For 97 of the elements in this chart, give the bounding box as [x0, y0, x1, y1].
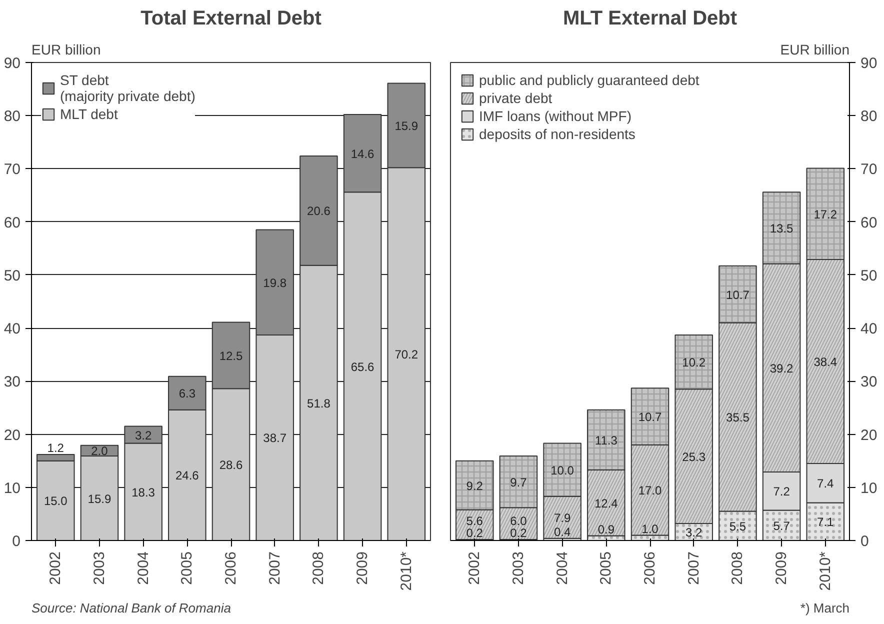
data-label: 19.8 [263, 276, 287, 290]
data-label: 7.1 [817, 515, 834, 530]
y2-tick-label: 50 [860, 267, 878, 284]
y2-tick-label: 90 [860, 55, 878, 72]
data-label: 9.7 [510, 475, 528, 490]
data-label: 13.5 [770, 221, 794, 236]
y2-tick-label: 20 [860, 426, 878, 444]
data-label: 10.2 [682, 356, 706, 370]
data-label: 10.0 [550, 463, 574, 478]
legend-label: ST debt (majority private debt) [60, 72, 196, 104]
data-label: 38.7 [263, 431, 287, 446]
x-tick-label: 2005 [598, 551, 615, 585]
data-label: 20.6 [307, 204, 331, 218]
x-tick-label: 2003 [90, 551, 108, 585]
data-label: 3.2 [686, 526, 703, 540]
data-label: 24.6 [175, 468, 200, 483]
y-tick-label: 30 [4, 374, 21, 391]
legend-label: IMF loans (without MPF) [479, 108, 632, 124]
y2-tick-label: 0 [860, 533, 869, 550]
data-label: 11.3 [594, 433, 618, 448]
data-label: 2.0 [91, 444, 108, 458]
y-tick-label: 40 [4, 320, 21, 338]
y2-tick-label: 70 [860, 161, 878, 178]
x-tick-label: 2002 [466, 551, 484, 585]
data-label: 18.3 [132, 485, 156, 500]
x-tick-label: 2009 [354, 551, 372, 585]
legend-label: deposits of non-residents [479, 126, 636, 142]
x-tick-label: 2005 [178, 551, 196, 585]
data-label: 1.0 [642, 522, 659, 536]
data-label: 15.9 [394, 118, 418, 133]
data-label: 6.0 [510, 514, 528, 528]
x-tick-label: 2006 [642, 551, 658, 585]
y-tick-label: 90 [4, 55, 21, 72]
y2-tick-label: 60 [860, 214, 878, 232]
data-label: 14.6 [350, 146, 375, 161]
data-label: 10.7 [726, 288, 750, 302]
data-label: 7.2 [773, 484, 790, 499]
data-label: 12.4 [594, 496, 618, 510]
data-label: 0.2 [466, 526, 484, 540]
data-label: 17.0 [638, 484, 662, 498]
y2-tick-label: 30 [860, 374, 878, 391]
legend-label: MLT debt [60, 106, 118, 122]
data-label: 25.3 [682, 450, 706, 464]
chart-title: MLT External Debt [562, 8, 738, 30]
data-label: 65.6 [350, 360, 375, 374]
y-tick-label: 10 [4, 480, 21, 497]
data-label: 17.2 [814, 207, 838, 222]
data-label: 70.2 [394, 348, 418, 362]
data-label: 15.9 [88, 492, 112, 506]
x-tick-label: 2010* [398, 551, 415, 591]
data-label: 35.5 [726, 410, 750, 425]
data-label: 39.2 [770, 361, 794, 376]
y2-tick-label: 80 [860, 108, 878, 126]
y2-tick-label: 10 [860, 480, 878, 497]
data-label: 0.4 [554, 524, 571, 539]
y-tick-label: 20 [4, 426, 21, 444]
x-tick-label: 2008 [729, 551, 746, 585]
data-label: 15.0 [44, 494, 68, 508]
data-label: 7.9 [554, 510, 571, 525]
data-label: 7.4 [817, 476, 834, 491]
text: *) March [800, 600, 850, 616]
data-label: 9.2 [466, 478, 484, 493]
y-tick-label: 50 [4, 267, 21, 284]
y2-axis-title: EUR billion [780, 42, 850, 58]
y-axis-title: EUR billion [32, 42, 101, 58]
data-label: 6.3 [178, 386, 196, 401]
x-tick-label: 2002 [47, 551, 64, 585]
x-tick-label: 2010* [816, 551, 834, 591]
legend-label: public and publicly guaranteed debt [479, 72, 700, 88]
data-label: 1.2 [47, 441, 64, 456]
data-label: 10.7 [638, 410, 662, 424]
x-tick-label: 2004 [554, 551, 571, 585]
x-tick-label: 2008 [310, 551, 328, 585]
chart-title: Total External Debt [140, 8, 322, 30]
y-tick-label: 80 [4, 108, 21, 126]
x-tick-label: 2007 [685, 551, 702, 585]
data-label: 3.2 [134, 428, 152, 442]
legend-label: private debt [479, 90, 552, 106]
x-tick-label: 2003 [510, 551, 527, 585]
y-tick-label: 0 [12, 533, 20, 550]
data-label: 5.6 [466, 514, 484, 528]
data-label: 5.7 [773, 518, 790, 533]
y2-tick-label: 40 [860, 320, 878, 338]
y-tick-label: 60 [4, 214, 21, 232]
x-tick-label: 2007 [266, 551, 284, 585]
data-label: 0.9 [598, 522, 615, 536]
data-label: 5.5 [729, 519, 746, 534]
source-note: Source: National Bank of Romania [32, 600, 231, 616]
data-label: 12.5 [219, 348, 244, 363]
data-label: 0.2 [510, 526, 528, 540]
y-tick-label: 70 [4, 161, 21, 178]
x-tick-label: 2006 [222, 551, 240, 585]
x-tick-label: 2004 [134, 551, 152, 585]
data-label: 28.6 [219, 458, 244, 472]
x-tick-label: 2009 [773, 551, 790, 585]
data-label: 51.8 [307, 396, 331, 410]
data-label: 38.4 [814, 355, 838, 370]
